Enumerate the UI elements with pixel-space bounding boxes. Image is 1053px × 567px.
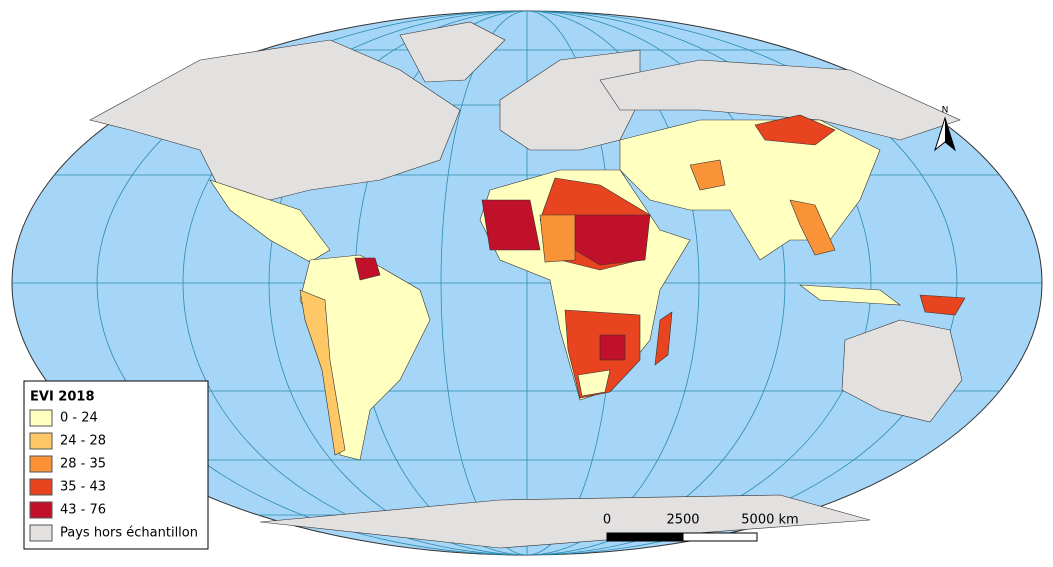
southeast-asia xyxy=(789,199,836,256)
scale-label: 5000 km xyxy=(741,513,798,528)
north-arrow-half xyxy=(945,118,955,150)
legend-swatch xyxy=(29,409,53,427)
legend-label: Pays hors échantillon xyxy=(60,526,198,541)
papua xyxy=(919,294,966,316)
legend-swatch xyxy=(29,455,53,473)
legend-label: 0 - 24 xyxy=(60,411,98,426)
scale-label: 2500 xyxy=(666,513,699,528)
afghanistan xyxy=(689,159,726,191)
greenland xyxy=(399,21,506,83)
central-america xyxy=(209,179,331,263)
scale-segment xyxy=(606,532,684,542)
legend-label: 35 - 43 xyxy=(60,480,106,495)
west-africa xyxy=(539,214,576,263)
mauritania-mali xyxy=(481,199,541,251)
countries xyxy=(89,21,966,549)
scale-bar: 0 2500 5000 km xyxy=(603,513,799,542)
legend-swatch xyxy=(29,478,53,496)
north-america xyxy=(89,39,461,201)
russia xyxy=(599,59,961,141)
legend-swatch xyxy=(29,501,53,519)
zimbabwe xyxy=(599,334,626,361)
guyana xyxy=(354,257,381,281)
mongolia xyxy=(754,114,836,146)
legend-label: 43 - 76 xyxy=(60,503,106,518)
legend-swatch xyxy=(29,432,53,450)
legend-box xyxy=(23,380,209,550)
south-africa xyxy=(577,369,611,397)
legend: EVI 2018 0 - 24 24 - 28 28 - 35 35 - 43 43 -… xyxy=(23,380,209,550)
legend-title: EVI 2018 xyxy=(30,390,95,405)
antarctica xyxy=(259,494,871,549)
legend-label: 24 - 28 xyxy=(60,434,106,449)
indonesia xyxy=(799,284,901,306)
legend-swatch xyxy=(29,524,53,542)
north-label: N xyxy=(942,106,949,116)
madagascar xyxy=(654,311,673,366)
north-arrow: N xyxy=(934,106,956,152)
andes xyxy=(299,289,346,456)
legend-label: 28 - 35 xyxy=(60,457,106,472)
scale-segment xyxy=(682,532,758,542)
scale-label: 0 xyxy=(603,513,611,528)
australia xyxy=(841,319,963,423)
